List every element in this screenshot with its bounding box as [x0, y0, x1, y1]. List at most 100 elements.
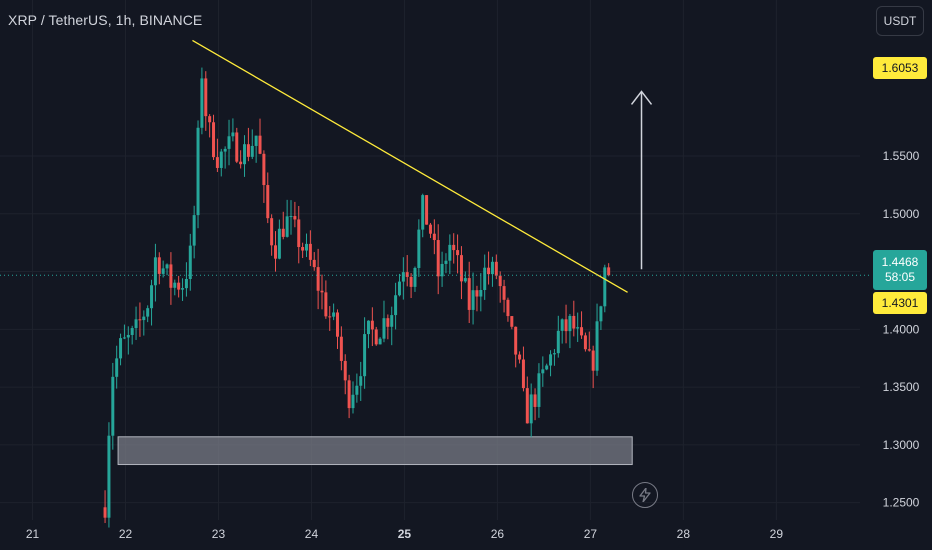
time-axis: 21 22 23 24 25 26 27 28 29 — [26, 527, 783, 541]
x-tick-label: 26 — [491, 527, 505, 541]
y-tick-label: 1.2500 — [883, 496, 920, 510]
candle-body — [246, 144, 250, 157]
candle-body — [603, 267, 607, 307]
candle-body — [390, 315, 394, 327]
candle-body — [475, 290, 479, 297]
support-zone — [117, 436, 633, 466]
x-tick-label: 23 — [212, 527, 226, 541]
y-tick-label: 1.5500 — [883, 149, 920, 163]
candle-body — [285, 216, 289, 237]
target-arrow — [630, 90, 653, 270]
x-tick-label: 25 — [398, 527, 412, 541]
candle-body — [146, 308, 150, 317]
candle-body — [607, 267, 611, 276]
candle-body — [192, 215, 196, 246]
candle-body — [463, 278, 467, 282]
candle-body — [576, 327, 580, 329]
y-tick-label: 1.5000 — [883, 207, 920, 221]
candle-body — [223, 148, 227, 152]
trendline — [192, 39, 628, 293]
price-axis: 1.25001.30001.35001.40001.45001.50001.55… — [883, 149, 920, 510]
candle-body — [107, 435, 111, 518]
candle-body — [212, 122, 216, 158]
candle-body — [169, 264, 173, 288]
candle-body — [413, 267, 417, 287]
candle-body — [572, 315, 576, 329]
candle-body — [549, 354, 553, 366]
trendline-segment — [192, 39, 628, 293]
candle-body — [293, 216, 297, 220]
lightning-icon[interactable] — [632, 482, 658, 508]
candle-body — [545, 365, 549, 370]
candle-body — [208, 116, 212, 123]
candle-body — [502, 286, 506, 300]
current-price-tag: 1.4468 58:05 — [873, 250, 927, 290]
candle-body — [328, 316, 332, 318]
candle-body — [580, 327, 584, 336]
candle-body — [506, 299, 510, 317]
y-tick-label: 1.4000 — [883, 322, 920, 336]
candle-body — [533, 394, 537, 407]
candle-body — [227, 136, 231, 149]
candle-body — [324, 292, 328, 317]
candle-body — [200, 78, 204, 128]
candle-body — [591, 350, 595, 371]
candle-body — [583, 335, 587, 350]
candle-body — [177, 282, 181, 290]
candles — [103, 67, 611, 528]
candle-body — [498, 275, 502, 287]
candle-body — [564, 319, 568, 332]
candle-body — [332, 312, 336, 317]
candle-body — [231, 132, 235, 137]
candle-body — [471, 290, 475, 310]
candle-body — [483, 267, 487, 290]
candle-body — [537, 373, 541, 407]
candle-body — [258, 135, 262, 154]
candle-body — [552, 353, 556, 355]
candle-body — [432, 233, 436, 241]
x-tick-label: 24 — [305, 527, 319, 541]
candle-body — [467, 278, 471, 310]
candle-body — [409, 276, 413, 287]
support-zone-rect — [117, 436, 633, 466]
x-tick-label: 28 — [677, 527, 691, 541]
candle-body — [219, 151, 223, 168]
candle-body — [111, 376, 115, 436]
candle-body — [250, 145, 254, 157]
breakout-price-tag: 1.4301 — [873, 292, 927, 314]
candle-body — [394, 295, 398, 316]
candle-body — [297, 219, 301, 248]
candle-body — [448, 244, 452, 261]
target-price-tag: 1.6053 — [873, 57, 927, 79]
candle-body — [243, 144, 247, 165]
x-tick-label: 22 — [119, 527, 133, 541]
candle-body — [599, 306, 603, 322]
candle-body — [339, 336, 343, 361]
candle-body — [359, 376, 363, 386]
candle-body — [355, 385, 359, 395]
candle-body — [308, 243, 312, 260]
currency-button[interactable]: USDT — [876, 6, 924, 36]
candle-body — [188, 245, 192, 279]
candle-body — [595, 321, 599, 371]
candle-body — [459, 255, 463, 282]
candle-body — [525, 388, 529, 424]
candle-body — [316, 267, 320, 291]
candle-body — [382, 318, 386, 339]
candle-body — [335, 312, 339, 337]
candle-body — [386, 318, 390, 327]
candle-body — [235, 132, 239, 162]
current-price-label: 1.4468 — [881, 255, 919, 269]
candle-body — [440, 263, 444, 277]
candle-body — [262, 153, 266, 186]
candle-body — [289, 216, 293, 218]
candle-body — [556, 330, 560, 354]
candle-body — [417, 229, 421, 268]
chart-title: XRP / TetherUS, 1h, BINANCE — [8, 12, 203, 28]
candle-body — [103, 507, 107, 518]
candle-body — [270, 218, 274, 246]
candle-body — [374, 329, 378, 345]
candle-body — [529, 394, 533, 424]
candle-body — [494, 261, 498, 276]
